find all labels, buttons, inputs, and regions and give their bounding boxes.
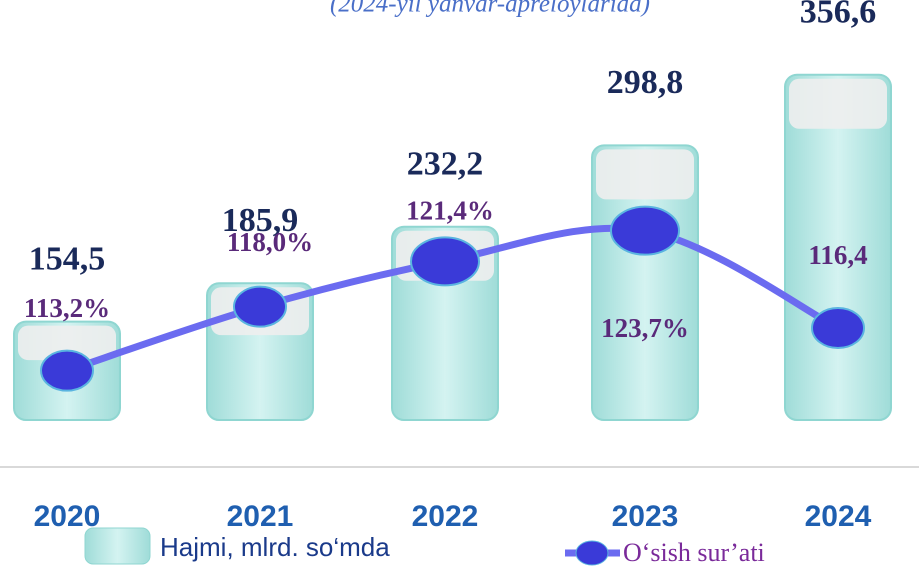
bar — [784, 73, 892, 422]
x-tick-label: 2020 — [34, 500, 101, 533]
line-value-label: 121,4% — [406, 196, 494, 226]
line-marker — [410, 236, 480, 287]
legend-label: Hajmi, mlrd. so‘mda — [160, 532, 390, 562]
line-value-label: 118,0% — [227, 227, 313, 257]
line-layer: 113,2% 118,0% 121,4% 123,7% 116,4 — [24, 196, 868, 392]
line-value-label: 123,7% — [601, 313, 689, 343]
bar-value-label: 185,9 — [222, 202, 299, 239]
legend-swatch-bar — [84, 527, 151, 565]
x-tick-label: 2021 — [227, 500, 294, 533]
line-marker — [40, 349, 94, 392]
legend-swatch-marker — [575, 540, 609, 566]
bar-value-label: 298,8 — [607, 64, 684, 101]
bar-value-label: 356,6 — [800, 0, 877, 30]
chart-subtitle: (2024-yil yanvar-apreloylarida) — [330, 0, 650, 18]
bar-highlight — [596, 149, 694, 200]
bar-highlight — [18, 325, 116, 361]
bar-value-label: 232,2 — [407, 145, 484, 182]
bar-value-label: 154,5 — [29, 240, 106, 277]
x-tick-label: 2022 — [412, 500, 479, 533]
bar — [591, 144, 699, 421]
line-value-label: 113,2% — [24, 293, 110, 323]
legend-label: O‘sish sur’ati — [623, 538, 765, 567]
line-marker — [610, 205, 680, 256]
bar-highlight — [789, 78, 887, 129]
x-tick-label: 2024 — [805, 500, 872, 533]
line-marker — [233, 285, 287, 328]
line-value-label: 116,4 — [808, 240, 867, 270]
line-marker — [811, 307, 865, 349]
x-tick-label: 2023 — [612, 500, 679, 533]
